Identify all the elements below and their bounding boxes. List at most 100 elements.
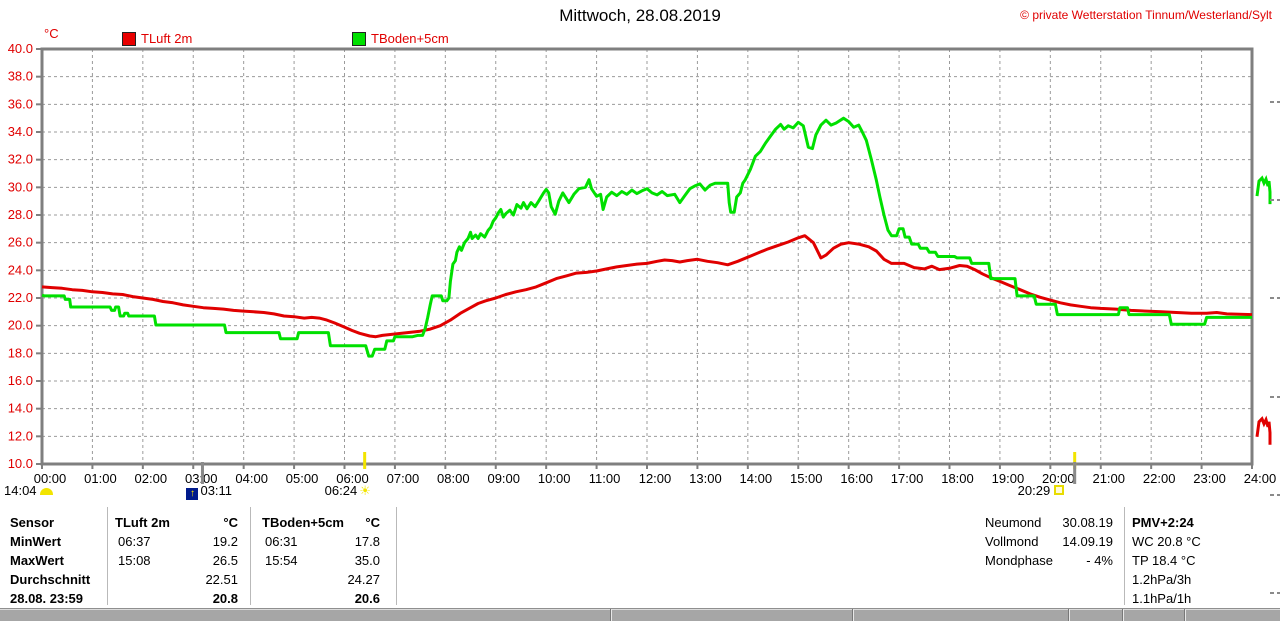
table-separator-3 (396, 507, 397, 605)
status-bar-segment (852, 609, 1069, 621)
x-tick-label: 14:00 (740, 471, 773, 486)
y-tick-label: 34.0 (8, 124, 33, 139)
x-tick-label: 20:00 (1042, 471, 1075, 486)
stats-row-label-minwert: MinWert (10, 534, 62, 549)
station-copyright: © private Wetterstation Tinnum/Westerlan… (1020, 8, 1272, 22)
sun-moon-marker: 14:04 (4, 484, 53, 499)
x-tick-label: 06:00 (336, 471, 369, 486)
status-bar-segment (1068, 609, 1123, 621)
status-bar-segment (1184, 609, 1280, 621)
y-tick-label: 32.0 (8, 152, 33, 167)
x-tick-label: 15:00 (790, 471, 823, 486)
tluft-average: 22.51 (205, 572, 238, 587)
x-tick-label: 02:00 (135, 471, 168, 486)
temperature-chart: 40.0 38.0 36.0 34.0 32.0 30.0 28.0 26.0 24.0 22.0… (8, 41, 1280, 594)
tboden-last-value: 20.6 (354, 591, 380, 606)
x-tick-label: 05:00 (286, 471, 319, 486)
sun-event-tick (363, 452, 367, 469)
table-separator-2 (250, 507, 251, 605)
x-tick-label: 04:00 (235, 471, 268, 486)
y-axis-unit-label: °C (44, 26, 59, 41)
x-tick-label: 13:00 (689, 471, 722, 486)
mondphase-label: Mondphase (985, 553, 1053, 568)
tboden-max-value: 35.0 (354, 553, 380, 568)
series-line-tluft (41, 234, 1253, 339)
sun-moon-time-label: 03:11 (200, 483, 233, 498)
neumond-value: 30.08.19 (1062, 515, 1113, 530)
y-tick-label: 28.0 (8, 207, 33, 222)
event-axis-tick (200, 462, 204, 484)
tluft-legend-swatch (122, 32, 136, 46)
sun-moon-time-label: 06:24 (324, 483, 358, 498)
y-tick-label: 36.0 (8, 96, 33, 111)
x-tick-label: 18:00 (941, 471, 974, 486)
sun-event-tick (1073, 452, 1077, 469)
sun-moon-time-label: 14:04 (4, 483, 37, 498)
tboden-unit: °C (365, 515, 380, 530)
stats-row-label-maxwert: MaxWert (10, 553, 64, 568)
neumond-label: Neumond (985, 515, 1042, 530)
tboden-legend-label: TBoden+5cm (371, 31, 449, 46)
x-tick-label: 07:00 (387, 471, 420, 486)
vollmond-value: 14.09.19 (1062, 534, 1113, 549)
status-bar-segment (610, 609, 853, 621)
stats-row-label-average: Durchschnitt (10, 572, 91, 587)
tluft-min-value: 19.2 (212, 534, 238, 549)
y-tick-label: 14.0 (8, 401, 33, 416)
windchill-line: WC 20.8 °C (1132, 534, 1201, 549)
y-tick-label: 16.0 (8, 373, 33, 388)
stats-row-label-sensor: Sensor (10, 515, 55, 530)
tluft-min-time: 06:37 (118, 534, 151, 549)
dewpoint-line: TP 18.4 °C (1132, 553, 1196, 568)
x-tick-label: 00:00 (34, 471, 67, 486)
stats-row-label-date: 28.08. 23:59 (10, 591, 84, 606)
y-tick-label: 26.0 (8, 235, 33, 250)
x-tick-label: 24:00 (1244, 471, 1277, 486)
sun-moon-marker: 20:29 (1018, 484, 1065, 499)
tluft-column-header: TLuft 2m (115, 515, 170, 530)
tboden-min-time: 06:31 (265, 534, 298, 549)
sun-moon-time-label: 20:29 (1017, 483, 1051, 498)
pressure-3h-line: 1.2hPa/3h (1132, 572, 1192, 587)
y-tick-label: 30.0 (8, 179, 33, 194)
x-tick-label: 19:00 (992, 471, 1025, 486)
sunrise-icon: ☀ (359, 483, 371, 498)
sun-moon-marker: ↑ 03:11 (186, 483, 233, 500)
event-axis-tick (1073, 462, 1077, 484)
series-line-tboden (41, 116, 1252, 358)
tboden-max-time: 15:54 (265, 553, 298, 568)
y-tick-label: 18.0 (8, 345, 33, 360)
tluft-legend-label: TLuft 2m (141, 31, 193, 46)
status-bar (0, 608, 1280, 621)
table-separator-4 (1124, 507, 1125, 605)
y-tick-label: 22.0 (8, 290, 33, 305)
sun-moon-marker: 06:24 ☀ (325, 484, 371, 499)
page-title: Mittwoch, 28.08.2019 (559, 6, 721, 25)
x-tick-label: 10:00 (538, 471, 571, 486)
y-tick-label: 40.0 (8, 41, 33, 56)
mondphase-value: - 4% (1086, 553, 1113, 568)
x-tick-label: 16:00 (840, 471, 873, 486)
y-tick-label: 24.0 (8, 262, 33, 277)
x-tick-label: 21:00 (1092, 471, 1125, 486)
edge-mark (1255, 415, 1272, 445)
x-tick-label: 01:00 (84, 471, 117, 486)
tluft-max-time: 15:08 (118, 553, 151, 568)
x-tick-label: 12:00 (639, 471, 672, 486)
table-separator-1 (107, 507, 108, 605)
pressure-1h-line: 1.1hPa/1h (1132, 591, 1192, 606)
edge-mark (1255, 174, 1272, 205)
moonset-icon (39, 488, 53, 495)
tluft-max-value: 26.5 (212, 553, 238, 568)
vollmond-label: Vollmond (985, 534, 1039, 549)
x-tick-label: 22:00 (1143, 471, 1176, 486)
tboden-average: 24.27 (347, 572, 380, 587)
x-tick-label: 11:00 (589, 471, 621, 486)
tboden-min-value: 17.8 (354, 534, 380, 549)
sunset-icon (1054, 485, 1065, 495)
x-tick-label: 17:00 (891, 471, 924, 486)
pmv-line: PMV+2:24 (1132, 515, 1194, 530)
x-tick-label: 09:00 (487, 471, 520, 486)
tluft-unit: °C (223, 515, 238, 530)
